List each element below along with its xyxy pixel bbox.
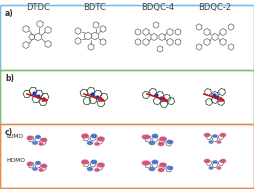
Ellipse shape <box>38 142 43 146</box>
Ellipse shape <box>216 140 221 144</box>
Ellipse shape <box>86 141 93 145</box>
FancyBboxPatch shape <box>1 125 253 188</box>
Ellipse shape <box>97 162 105 168</box>
Text: BDTC: BDTC <box>83 3 106 12</box>
Ellipse shape <box>97 136 105 142</box>
Ellipse shape <box>166 166 173 170</box>
Text: BDQC-2: BDQC-2 <box>198 3 231 12</box>
Text: b): b) <box>5 74 14 83</box>
Ellipse shape <box>158 162 166 168</box>
Ellipse shape <box>90 133 97 139</box>
Ellipse shape <box>216 166 221 170</box>
Ellipse shape <box>81 133 89 139</box>
Ellipse shape <box>141 134 150 140</box>
Ellipse shape <box>32 167 38 171</box>
Ellipse shape <box>158 136 166 142</box>
Ellipse shape <box>203 133 210 137</box>
Ellipse shape <box>219 159 226 163</box>
Ellipse shape <box>141 160 150 166</box>
Text: BDQC-4: BDQC-4 <box>141 3 174 12</box>
FancyBboxPatch shape <box>1 70 253 125</box>
Ellipse shape <box>211 160 217 164</box>
Ellipse shape <box>203 159 210 163</box>
Text: LUMO: LUMO <box>6 134 23 139</box>
Ellipse shape <box>26 136 33 140</box>
FancyBboxPatch shape <box>1 5 253 71</box>
Ellipse shape <box>157 142 164 146</box>
Ellipse shape <box>86 167 93 171</box>
Ellipse shape <box>211 134 217 138</box>
Ellipse shape <box>166 140 173 144</box>
Ellipse shape <box>26 161 33 167</box>
Ellipse shape <box>208 166 213 170</box>
Ellipse shape <box>148 141 155 145</box>
Ellipse shape <box>32 141 38 145</box>
Ellipse shape <box>94 168 100 172</box>
Ellipse shape <box>38 168 43 172</box>
Ellipse shape <box>90 160 97 164</box>
Text: a): a) <box>5 9 14 18</box>
Text: HOMO: HOMO <box>6 158 25 163</box>
Text: c): c) <box>5 128 13 136</box>
Ellipse shape <box>35 135 41 139</box>
Ellipse shape <box>40 138 47 143</box>
Ellipse shape <box>148 167 155 171</box>
Ellipse shape <box>157 168 164 172</box>
Ellipse shape <box>151 160 158 164</box>
Ellipse shape <box>94 142 100 146</box>
Ellipse shape <box>151 133 158 139</box>
Text: DTDC: DTDC <box>26 3 50 12</box>
Ellipse shape <box>81 159 89 165</box>
Ellipse shape <box>208 140 213 144</box>
Ellipse shape <box>40 163 47 169</box>
Ellipse shape <box>219 133 226 137</box>
Ellipse shape <box>35 161 41 165</box>
